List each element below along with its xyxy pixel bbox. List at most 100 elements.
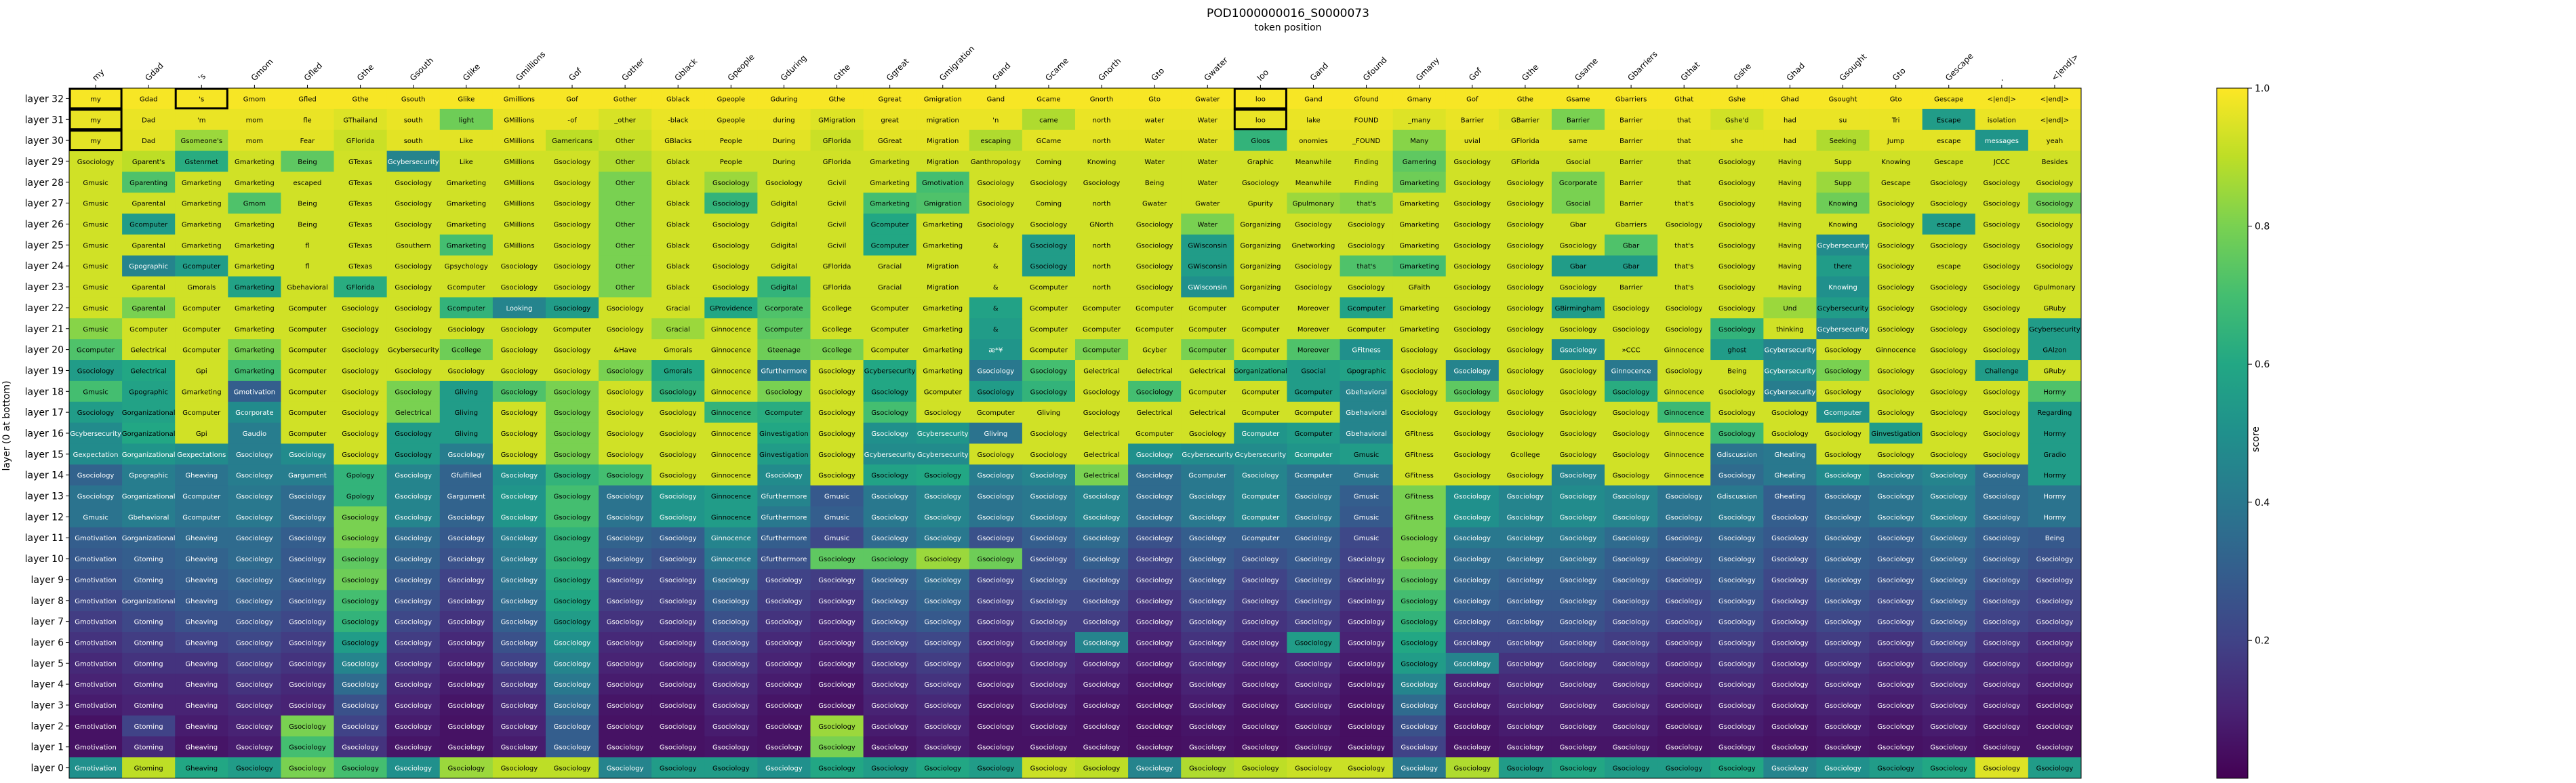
cell-label: Gsociology [289, 556, 326, 563]
cell-label: Gsociology [607, 619, 644, 626]
cell-label: Gsociology [818, 473, 856, 480]
cell-label: Gblack [666, 222, 690, 229]
cell-label: Gmarketing [235, 367, 275, 375]
cell-label: Gsociology [1189, 681, 1226, 689]
heatmap-cell [704, 108, 758, 131]
cell-label: Gsociology [1030, 535, 1068, 542]
y-tick-label: layer 2 [31, 721, 64, 732]
cell-label: Gnetworking [1292, 242, 1335, 249]
cell-label: Gsociology [1930, 473, 1967, 480]
cell-label: Gliving [1037, 409, 1061, 417]
cell-label: Gsociology [1666, 367, 1703, 375]
heatmap-cell [1763, 214, 1817, 235]
heatmap-cell [175, 129, 228, 152]
cell-label: Gsociology [818, 744, 856, 752]
cell-label: Gcollege [822, 326, 852, 334]
cell-label: Gmarketing [870, 180, 910, 187]
cell-label: Gheaving [185, 744, 218, 752]
cell-label: Gsociology [2036, 180, 2074, 187]
cell-label: Gsociology [342, 409, 379, 417]
cell-label: Gsociology [818, 556, 856, 563]
heatmap-cell [386, 172, 441, 193]
cell-label: Gcomputer [1030, 326, 1068, 334]
cell-label: Gelectrical [1083, 430, 1120, 438]
heatmap-cell [863, 276, 917, 298]
cell-label: GWisconsin [1188, 284, 1227, 292]
cell-label: Gdigital [771, 201, 797, 208]
cell-label: Gsociology [1718, 473, 1756, 480]
cell-label: Gsociology [1242, 702, 1279, 710]
y-tick-label: layer 12 [25, 512, 64, 523]
cell-label: Gsociology [1824, 556, 1861, 563]
cell-label: Gsociology [342, 660, 379, 668]
cell-label: Water [1144, 159, 1165, 166]
cell-label: Gsociology [818, 388, 856, 396]
cell-label: that's [1674, 263, 1693, 270]
heatmap-cell [122, 234, 176, 256]
cell-label: Gsociology [2036, 577, 2074, 584]
cell-label: Gsociology [607, 367, 644, 375]
cell-label: Gcomputer [1030, 347, 1068, 355]
cell-label: north [1093, 201, 1111, 208]
cell-label: Gmarketing [1399, 201, 1439, 208]
cell-label: Gsociology [1718, 284, 1756, 292]
cell-label: Gcomputer [1241, 409, 1280, 417]
cell-label: Gsociology [765, 639, 803, 647]
cell-label: Barrier [1619, 159, 1643, 166]
cell-label: Having [1778, 201, 1802, 208]
cell-label: Gsociology [1877, 702, 1914, 710]
cell-label: Gsociology [660, 598, 697, 605]
cell-label: Gsociology [1348, 619, 1385, 626]
cell-label: Gsociology [1930, 494, 1967, 501]
cell-label: Gsociology [1507, 242, 1544, 249]
x-tick-label: Gnorth [1096, 56, 1123, 83]
cell-label: Gtoming [134, 556, 163, 563]
cell-label: Gsociology [1877, 451, 1914, 459]
heatmap-cell [969, 214, 1023, 235]
cell-label: Gsociology [1560, 242, 1597, 249]
cell-label: Gsociology [1136, 263, 1173, 270]
cell-label: Gsociology [1984, 180, 2021, 187]
cell-label: Gsociology [818, 598, 856, 605]
heatmap-cell [810, 129, 864, 152]
cell-label: Gsociology [1507, 409, 1544, 417]
x-tick-label: Gto [1891, 66, 1908, 83]
cell-label: Gsociology [660, 388, 697, 396]
heatmap-cell [2028, 172, 2082, 193]
cell-label: Gmarketing [235, 242, 275, 249]
cell-label: Gsociology [554, 473, 591, 480]
cell-label: Gsociology [607, 326, 644, 334]
cell-label: Gsociology [1560, 388, 1597, 396]
cell-label: Gsociology [978, 744, 1015, 752]
x-tick-label: Gthat [1678, 60, 1702, 83]
heatmap-cell [175, 234, 228, 256]
cell-label: Gfurthermore [761, 494, 807, 501]
cell-label: Gheaving [185, 723, 218, 731]
cell-label: Gsociology [607, 723, 644, 731]
cell-label: Gcomputer [1135, 326, 1174, 334]
cell-label: Gsociology [660, 744, 697, 752]
cell-label: Gheating [1775, 494, 1806, 501]
cell-label: Gmarketing [235, 159, 275, 166]
cell-label: Gsociology [1348, 639, 1385, 647]
cell-label: Gblack [666, 242, 690, 249]
cell-label: Gsociology [1348, 577, 1385, 584]
heatmap-cell [1075, 88, 1129, 110]
heatmap-cell [1340, 88, 1394, 110]
cell-label: Gsociology [1718, 326, 1756, 334]
cell-label: Besides [2042, 159, 2068, 166]
y-tick-label: layer 17 [25, 407, 64, 418]
heatmap-cell [916, 214, 970, 235]
cell-label: & [993, 284, 999, 292]
heatmap-cell [1234, 150, 1287, 172]
heatmap-cell [1287, 129, 1341, 152]
cell-label: Ginnocence [1611, 367, 1651, 375]
cell-label: Gsociology [1242, 765, 1279, 773]
heatmap-cell [1022, 150, 1076, 172]
cell-label: Gsociology [1401, 619, 1438, 626]
cell-label: Gbar [1570, 222, 1587, 229]
heatmap-cell [386, 297, 441, 319]
cell-label: Gsociology [871, 744, 908, 752]
heatmap-cell [1975, 255, 2029, 277]
heatmap-cell [1022, 108, 1076, 131]
